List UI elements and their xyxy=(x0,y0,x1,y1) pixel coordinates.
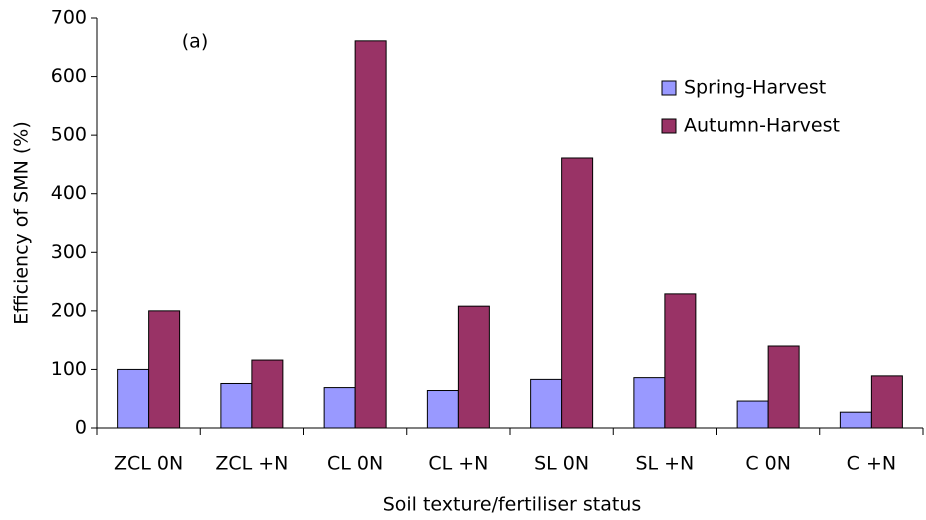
x-tick-label: ZCL +N xyxy=(215,453,288,475)
bar xyxy=(561,157,594,429)
bar xyxy=(323,387,356,429)
bar xyxy=(220,382,253,429)
y-tick-label: 100 xyxy=(51,358,87,380)
y-tick-label: 200 xyxy=(51,299,87,321)
bar xyxy=(839,411,872,429)
x-tick-label: C +N xyxy=(847,453,896,475)
x-tick-label: CL 0N xyxy=(327,453,383,475)
y-tick-label: 400 xyxy=(51,182,87,204)
x-axis-label: Soil texture/fertiliser status xyxy=(383,494,642,516)
y-tick-label: 700 xyxy=(51,7,87,29)
bar xyxy=(117,368,150,429)
legend-label: Autumn-Harvest xyxy=(684,115,840,137)
y-axis-label: Efficiency of SMN (%) xyxy=(11,121,33,325)
annotation: (a) xyxy=(182,31,208,53)
bar xyxy=(251,359,284,429)
bar xyxy=(767,345,800,429)
bar xyxy=(530,378,563,429)
legend-swatch xyxy=(661,80,677,96)
y-tick-label: 300 xyxy=(51,241,87,263)
bar xyxy=(148,310,181,429)
y-tick-label: 500 xyxy=(51,124,87,146)
x-tick-label: SL +N xyxy=(635,453,694,475)
bar xyxy=(457,305,490,429)
legend-label: Spring-Harvest xyxy=(684,77,826,99)
bar xyxy=(736,400,769,429)
bar xyxy=(870,375,903,429)
x-tick-label: SL 0N xyxy=(534,453,589,475)
bar xyxy=(664,293,697,429)
bar xyxy=(633,377,666,429)
y-tick-label: 0 xyxy=(75,417,87,439)
bar xyxy=(354,40,387,429)
x-tick-label: CL +N xyxy=(428,453,488,475)
x-tick-label: C 0N xyxy=(745,453,791,475)
bar xyxy=(426,390,459,429)
y-tick-label: 600 xyxy=(51,65,87,87)
legend-swatch xyxy=(661,118,677,134)
x-tick-label: ZCL 0N xyxy=(114,453,183,475)
